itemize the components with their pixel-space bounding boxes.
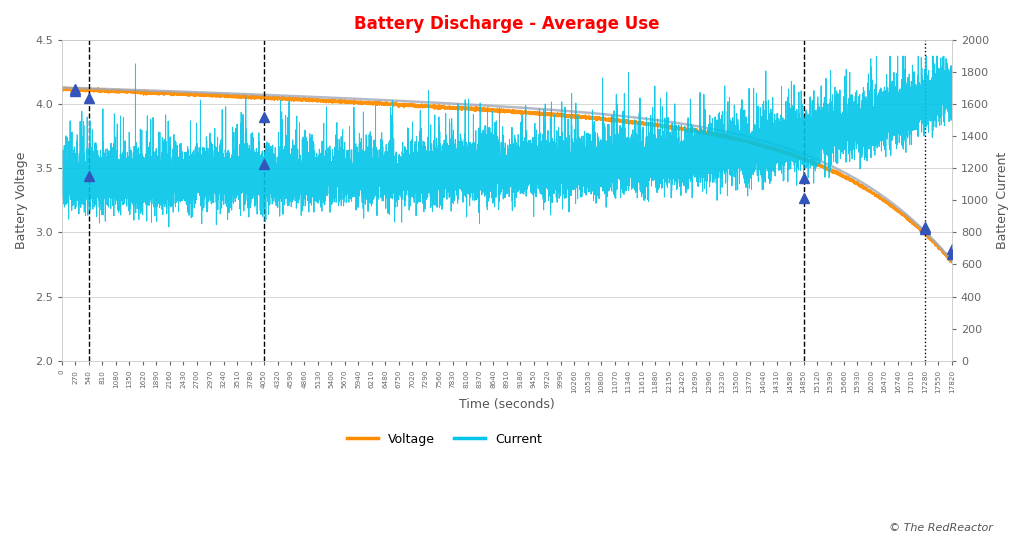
Legend: Voltage, Current: Voltage, Current [342,428,547,450]
Y-axis label: Battery Voltage: Battery Voltage [15,152,28,249]
Text: © The RedReactor: © The RedReactor [890,523,993,533]
X-axis label: Time (seconds): Time (seconds) [459,398,555,411]
Y-axis label: Battery Current: Battery Current [996,152,1009,249]
Title: Battery Discharge - Average Use: Battery Discharge - Average Use [354,15,659,33]
